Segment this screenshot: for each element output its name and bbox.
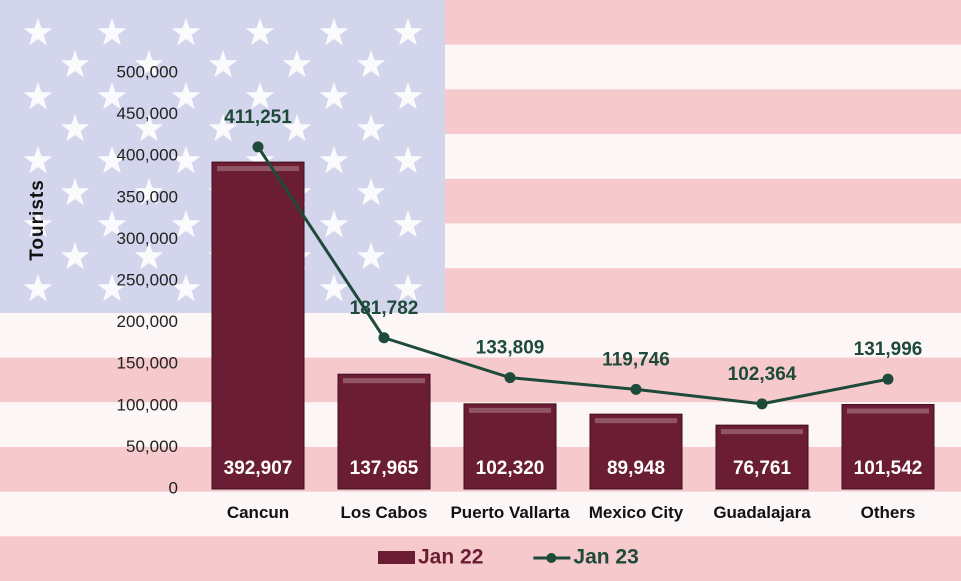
bar-value-label: 76,761 [733, 458, 792, 479]
bar-value-label: 102,320 [476, 458, 545, 479]
x-tick-label: Cancun [196, 503, 320, 523]
y-tick-label: 0 [169, 478, 178, 497]
line-point [253, 141, 264, 152]
y-tick-label: 50,000 [126, 437, 178, 456]
x-tick-label: Others [826, 503, 950, 523]
y-tick-label: 200,000 [117, 312, 178, 331]
line-point [883, 374, 894, 385]
bar-bevel [847, 409, 929, 414]
x-tick-label: Puerto Vallarta [448, 503, 572, 523]
y-tick-label: 450,000 [117, 104, 178, 123]
line-point [757, 398, 768, 409]
bar-bevel [343, 378, 425, 383]
y-tick-label: 400,000 [117, 146, 178, 165]
flag-background [0, 0, 961, 581]
bar-bevel [595, 418, 677, 423]
x-tick-label: Los Cabos [322, 503, 446, 523]
y-tick-label: 350,000 [117, 187, 178, 206]
legend-label: Jan 23 [573, 546, 638, 569]
line-value-label: 119,746 [602, 349, 670, 370]
line-point [379, 332, 390, 343]
chart: Tourists 0 50,000 100,000 150,000 200,000 250… [0, 0, 961, 581]
y-tick-label: 100,000 [117, 395, 178, 414]
bar [212, 162, 304, 489]
line-value-label: 411,251 [224, 107, 292, 128]
y-tick-label: 250,000 [117, 270, 178, 289]
line-value-label: 133,809 [476, 338, 545, 359]
bar-value-label: 137,965 [350, 458, 419, 479]
bar-value-label: 392,907 [224, 458, 293, 479]
line-value-label: 131,996 [854, 339, 923, 360]
legend-swatch [378, 551, 415, 564]
legend-label: Jan 22 [418, 546, 483, 569]
y-tick-label: 300,000 [117, 229, 178, 248]
bar-bevel [721, 429, 803, 434]
bar-bevel [217, 166, 299, 171]
line-point [631, 384, 642, 395]
bar-value-label: 89,948 [607, 458, 665, 479]
bar-bevel [469, 408, 551, 413]
bar-value-label: 101,542 [854, 458, 923, 479]
x-tick-label: Guadalajara [700, 503, 824, 523]
line-value-label: 102,364 [728, 364, 797, 385]
x-tick-label: Mexico City [574, 503, 698, 523]
y-tick-label: 150,000 [117, 354, 178, 373]
line-value-label: 181,782 [350, 298, 419, 319]
line-point [505, 372, 516, 383]
legend-swatch [546, 553, 556, 563]
y-axis-label: Tourists [27, 179, 48, 261]
y-tick-label: 500,000 [117, 62, 178, 81]
page: Tourists 0 50,000 100,000 150,000 200,000 250… [0, 0, 961, 581]
